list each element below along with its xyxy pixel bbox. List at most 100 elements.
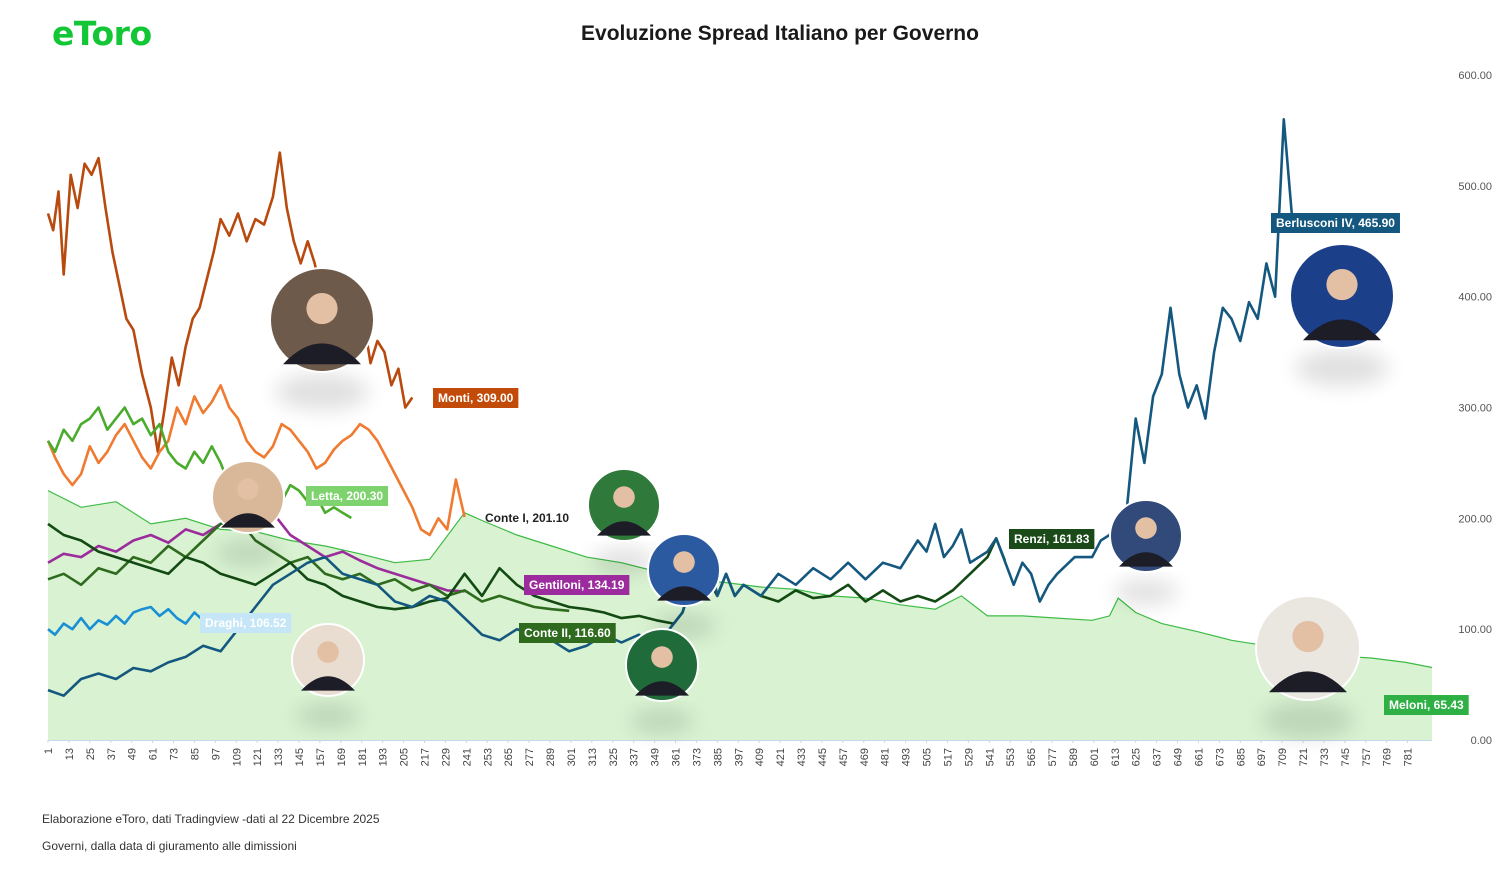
x-tick-label: 373	[691, 748, 703, 766]
x-tick-label: 289	[545, 748, 557, 766]
x-tick-label: 13	[64, 748, 76, 760]
x-tick-label: 517	[942, 748, 954, 766]
series-label-box-gentiloni	[524, 575, 630, 595]
series-line-conte-ii	[47, 517, 570, 613]
series-label-monti: Monti, 309.00	[438, 391, 514, 405]
x-tick-label: 145	[294, 748, 306, 766]
footer-note: Governi, dalla data di giuramento alle d…	[42, 839, 297, 853]
portrait-head-letta	[237, 478, 259, 500]
x-tick-label: 625	[1131, 748, 1143, 766]
portrait-body-berlusconi	[1303, 319, 1381, 341]
x-tick-label: 613	[1110, 748, 1122, 766]
series-line-letta	[46, 406, 352, 520]
series-line-berlusconi-iv	[47, 118, 1294, 697]
series-label-draghi: Draghi, 106.52	[205, 616, 287, 630]
x-tick-label: 745	[1340, 748, 1352, 766]
x-tick-label: 685	[1235, 748, 1247, 766]
x-tick-label: 349	[650, 748, 662, 766]
portrait-body-gentiloni	[657, 586, 711, 601]
x-tick-label: 73	[169, 748, 181, 760]
series-line-draghi	[47, 605, 222, 636]
portrait-body-letta	[221, 513, 275, 528]
portrait-body-draghi	[301, 676, 355, 691]
x-tick-label: 577	[1047, 748, 1059, 766]
series-label-letta: Letta, 200.30	[311, 489, 383, 503]
x-tick-label: 421	[775, 748, 787, 766]
portrait-body-conte-ii	[635, 681, 689, 696]
x-tick-label: 277	[524, 748, 536, 766]
portrait-head-draghi	[317, 641, 339, 663]
portrait-body-conte-i	[597, 521, 651, 536]
x-tick-label: 97	[210, 748, 222, 760]
x-tick-label: 133	[273, 748, 285, 766]
x-tick-label: 505	[922, 748, 934, 766]
x-tick-label: 193	[378, 748, 390, 766]
y-tick-label: 500.00	[1458, 181, 1492, 193]
x-tick-label: 109	[231, 748, 243, 766]
portrait-head-conte-ii	[651, 646, 673, 668]
x-tick-label: 253	[482, 748, 494, 766]
portrait-head-monti	[306, 292, 338, 325]
x-tick-label: 385	[712, 748, 724, 766]
portrait-head-gentiloni	[673, 551, 695, 573]
x-tick-label: 565	[1026, 748, 1038, 766]
x-tick-label: 61	[148, 748, 160, 760]
x-tick-label: 457	[838, 748, 850, 766]
portrait-shadow-meloni	[1261, 701, 1355, 739]
x-tick-label: 469	[859, 748, 871, 766]
x-tick-label: 649	[1173, 748, 1185, 766]
x-tick-label: 85	[189, 748, 201, 760]
x-tick-label: 673	[1214, 748, 1226, 766]
x-tick-label: 337	[629, 748, 641, 766]
x-tick-label: 229	[440, 748, 452, 766]
y-tick-label: 200.00	[1458, 513, 1492, 525]
x-tick-label: 25	[85, 748, 97, 760]
x-tick-label: 1	[43, 748, 55, 754]
series-label-conte-ii: Conte II, 116.60	[524, 626, 611, 640]
series-label-box-draghi	[200, 613, 292, 633]
x-tick-label: 697	[1256, 748, 1268, 766]
portrait-shadow-draghi	[295, 703, 361, 729]
portrait-shadow-berlusconi	[1295, 349, 1389, 387]
chart-title: Evoluzione Spread Italiano per Governo	[581, 22, 979, 45]
x-tick-label: 637	[1152, 748, 1164, 766]
portrait-body-monti	[283, 343, 361, 365]
series-label-box-conte-ii	[519, 623, 616, 643]
y-tick-label: 300.00	[1458, 403, 1492, 415]
portrait-shadow-monti	[275, 373, 369, 411]
x-tick-label: 721	[1298, 748, 1310, 766]
x-tick-label: 157	[315, 748, 327, 766]
portrait-shadow-renzi	[1113, 579, 1179, 605]
series-area-meloni	[48, 490, 1432, 740]
x-tick-label: 205	[399, 748, 411, 766]
y-tick-label: 400.00	[1458, 292, 1492, 304]
x-tick-label: 217	[420, 748, 432, 766]
series-label-box-berlusconi-iv	[1271, 213, 1400, 233]
x-tick-label: 265	[503, 748, 515, 766]
x-tick-label: 769	[1382, 748, 1394, 766]
portrait-head-conte-i	[613, 486, 635, 508]
portrait-body-meloni	[1269, 671, 1347, 693]
series-label-conte-i: Conte I, 201.10	[485, 511, 569, 525]
x-tick-label: 313	[587, 748, 599, 766]
series-label-box-letta	[306, 486, 389, 506]
x-tick-label: 757	[1361, 748, 1373, 766]
series-line-conte-i	[46, 384, 466, 537]
x-tick-label: 589	[1068, 748, 1080, 766]
series-label-box-renzi	[1009, 529, 1095, 549]
y-tick-label: 600.00	[1458, 70, 1492, 82]
portrait-shadow-conte-i	[591, 548, 657, 574]
x-tick-label: 529	[963, 748, 975, 766]
y-tick-label: 0.00	[1471, 735, 1492, 747]
x-tick-label: 481	[880, 748, 892, 766]
x-tick-label: 781	[1403, 748, 1415, 766]
x-tick-label: 601	[1089, 748, 1101, 766]
x-tick-label: 397	[733, 748, 745, 766]
x-tick-label: 553	[1005, 748, 1017, 766]
footer-source: Elaborazione eToro, dati Tradingview -da…	[42, 812, 380, 826]
series-label-renzi: Renzi, 161.83	[1014, 532, 1090, 546]
x-tick-label: 121	[252, 748, 264, 766]
x-tick-label: 241	[461, 748, 473, 766]
x-tick-label: 493	[901, 748, 913, 766]
